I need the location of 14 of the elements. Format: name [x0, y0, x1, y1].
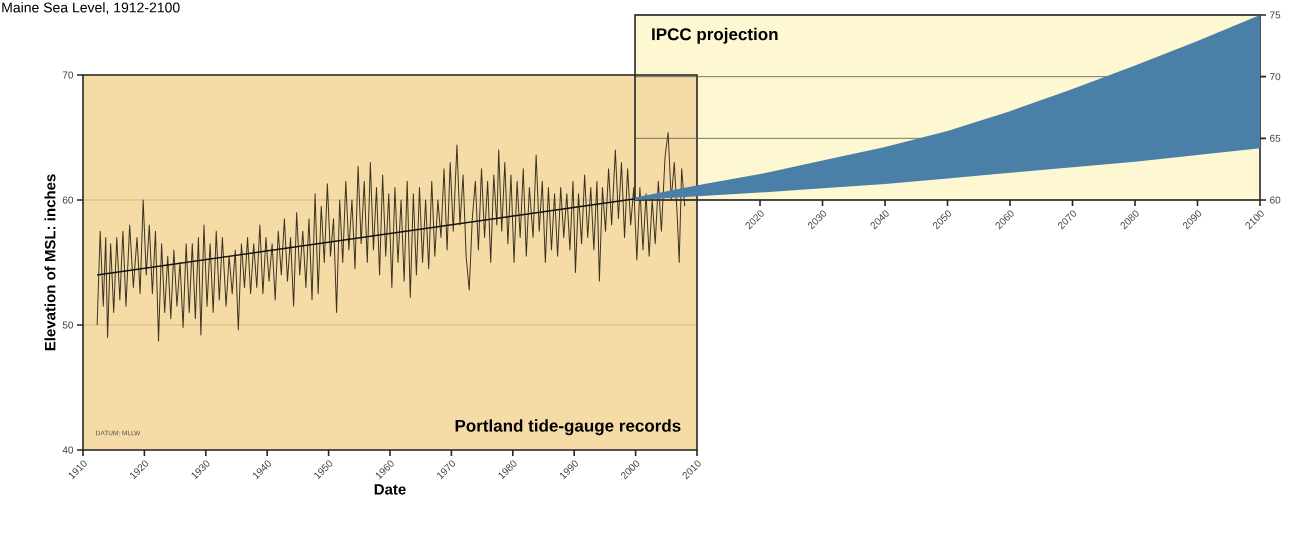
y-tick-label: 70: [1270, 73, 1281, 81]
y-tick-label: 50: [62, 321, 74, 329]
y-tick-label: 70: [62, 71, 74, 79]
y-tick-label: 60: [62, 196, 74, 204]
y-tick-label: 75: [1270, 11, 1281, 19]
y-tick-label: 65: [1270, 134, 1281, 142]
line-series: [96, 131, 686, 342]
chart-title: Maine Sea Level, 1912-2100: [2, 2, 180, 15]
y-tick-label: 40: [62, 446, 74, 454]
y-axis-title: Elevation of MSL: inches: [44, 174, 56, 351]
y-tick-label: 60: [1270, 196, 1281, 204]
annotation: IPCC projection: [652, 27, 778, 44]
annotation: Portland tide-gauge records: [455, 419, 681, 436]
x-axis-title: Date: [374, 484, 406, 495]
